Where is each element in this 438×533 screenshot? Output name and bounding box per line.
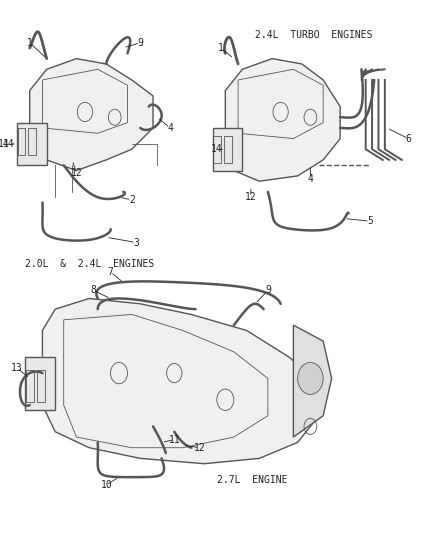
Text: 12: 12 bbox=[71, 168, 82, 178]
Polygon shape bbox=[225, 59, 340, 181]
Polygon shape bbox=[30, 59, 153, 171]
Text: 1: 1 bbox=[27, 38, 32, 47]
Text: 8: 8 bbox=[91, 286, 96, 295]
Circle shape bbox=[298, 362, 323, 394]
Text: 2.0L  &  2.4L  ENGINES: 2.0L & 2.4L ENGINES bbox=[25, 259, 155, 269]
Text: 9: 9 bbox=[265, 286, 271, 295]
Text: 1: 1 bbox=[218, 43, 224, 53]
Text: 11: 11 bbox=[169, 435, 180, 445]
Text: 2: 2 bbox=[129, 195, 135, 205]
Text: 14: 14 bbox=[3, 139, 14, 149]
Text: 14: 14 bbox=[211, 144, 223, 154]
Text: 9: 9 bbox=[138, 38, 143, 47]
Text: 5: 5 bbox=[367, 216, 373, 226]
Polygon shape bbox=[293, 325, 332, 437]
FancyBboxPatch shape bbox=[25, 357, 55, 410]
Text: 3: 3 bbox=[133, 238, 139, 247]
Text: 14: 14 bbox=[0, 139, 10, 149]
FancyBboxPatch shape bbox=[17, 123, 47, 165]
Text: 4: 4 bbox=[167, 123, 173, 133]
Text: 2.7L  ENGINE: 2.7L ENGINE bbox=[217, 475, 287, 484]
Text: 4: 4 bbox=[307, 174, 313, 183]
FancyBboxPatch shape bbox=[212, 128, 242, 171]
Text: 12: 12 bbox=[194, 443, 206, 453]
Text: 7: 7 bbox=[108, 267, 113, 277]
Text: 10: 10 bbox=[100, 480, 112, 490]
Text: 12: 12 bbox=[245, 192, 257, 202]
Polygon shape bbox=[42, 298, 319, 464]
Text: 2.4L  TURBO  ENGINES: 2.4L TURBO ENGINES bbox=[255, 30, 373, 39]
Text: 6: 6 bbox=[405, 134, 411, 143]
Text: 13: 13 bbox=[11, 363, 23, 373]
